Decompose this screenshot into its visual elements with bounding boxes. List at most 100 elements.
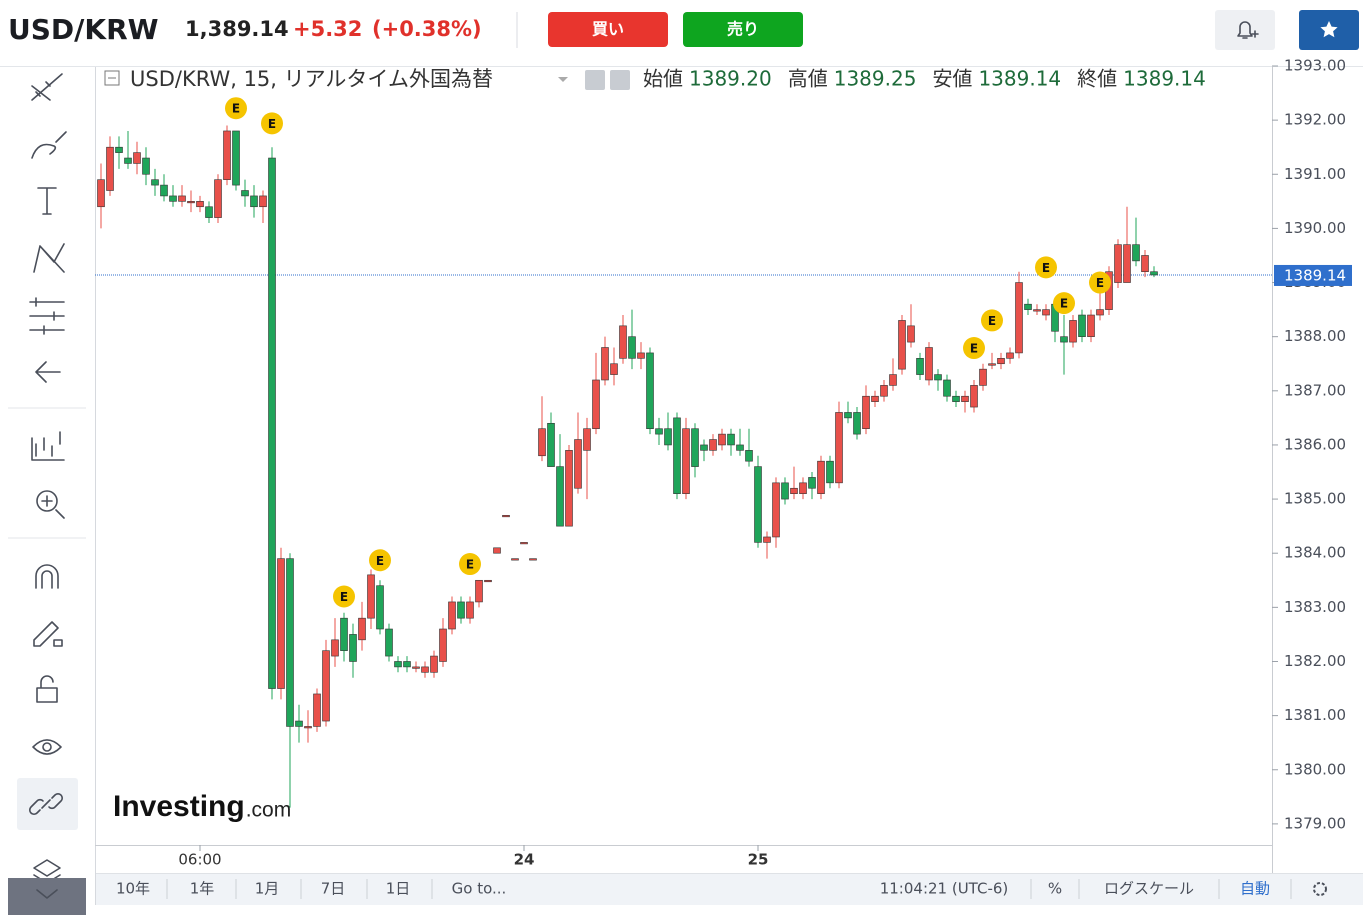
candle-body: [610, 363, 618, 375]
range-button[interactable]: 7日: [321, 880, 346, 898]
tool-back[interactable]: [35, 361, 61, 383]
candle-body: [520, 542, 528, 545]
candle-body: [286, 558, 294, 727]
candle-body: [214, 179, 222, 218]
y-tick-label: 1385.00: [1284, 490, 1346, 508]
candle-body: [133, 152, 141, 164]
candle-body: [601, 347, 609, 381]
header-bg: [0, 0, 1363, 66]
alert-button[interactable]: [1215, 10, 1275, 50]
settings-gear[interactable]: [1313, 882, 1327, 896]
candle-body: [457, 601, 465, 619]
settings-toggle[interactable]: [610, 70, 630, 90]
candle-body: [322, 650, 330, 722]
ohlc-value: 1389.14: [978, 67, 1061, 91]
tool-trend[interactable]: [31, 73, 63, 101]
tool-text[interactable]: [37, 187, 57, 215]
tool-link[interactable]: [28, 792, 64, 816]
candle-body: [358, 617, 366, 641]
candle-body: [1006, 352, 1014, 359]
candle-body: [763, 536, 771, 543]
candle-body: [952, 395, 960, 402]
candle-body: [394, 661, 402, 668]
candle-body: [466, 601, 474, 619]
event-marker: [1035, 256, 1057, 279]
tool-visibility[interactable]: [32, 739, 62, 755]
candle-body: [979, 368, 987, 386]
candle-body: [349, 634, 357, 662]
candle-body: [1132, 244, 1140, 262]
event-label: E: [268, 117, 276, 131]
last-price-label: 1389.14: [1284, 266, 1346, 284]
tool-zoom[interactable]: [36, 490, 65, 519]
legend-caret[interactable]: [558, 77, 568, 82]
tool-magnet[interactable]: [35, 564, 59, 589]
candle-body: [223, 130, 231, 180]
candle-body: [1069, 320, 1077, 343]
event-marker: [1053, 292, 1075, 315]
tool-lock-draw[interactable]: [33, 621, 63, 647]
candle-body: [1078, 314, 1086, 337]
candle-body: [331, 639, 339, 657]
ohlc-label: 高値: [788, 67, 828, 91]
event-marker: [1089, 271, 1111, 294]
candle-body: [655, 428, 663, 435]
event-label: E: [1096, 276, 1104, 290]
candle-body: [790, 487, 798, 494]
range-button[interactable]: 1月: [255, 880, 280, 898]
candle-body: [115, 146, 123, 153]
log-toggle[interactable]: ログスケール: [1104, 880, 1194, 898]
sell-button[interactable]: [683, 12, 803, 47]
bottom-bar: [96, 873, 1363, 905]
candle-body: [151, 179, 159, 186]
tool-pattern[interactable]: [33, 243, 65, 273]
range-button[interactable]: 1年: [190, 880, 215, 898]
candle-body: [250, 195, 258, 208]
collapse-box[interactable]: [104, 70, 120, 86]
eye-toggle[interactable]: [585, 70, 605, 90]
candle-body: [268, 157, 276, 689]
candle-body: [646, 352, 654, 430]
candle-body: [880, 385, 888, 397]
y-tick-label: 1381.00: [1284, 706, 1346, 724]
candle-body: [673, 417, 681, 494]
change-pct: (+0.38%): [372, 17, 482, 41]
event-label: E: [376, 554, 384, 568]
tool-brush[interactable]: [31, 131, 67, 159]
y-tick-label: 1379.00: [1284, 814, 1346, 832]
legend-title: USD/KRW, 15, リアルタイム外国為替: [130, 67, 493, 91]
range-button[interactable]: 10年: [116, 880, 150, 898]
buy-button[interactable]: [548, 12, 668, 47]
candle-body: [565, 450, 573, 527]
toolbar-toggle[interactable]: [8, 878, 86, 915]
candle-body: [1033, 309, 1041, 312]
candle-body: [826, 460, 834, 484]
range-button[interactable]: 1日: [386, 880, 411, 898]
candle-body: [925, 347, 933, 381]
candle-body: [727, 433, 735, 446]
event-marker: [981, 309, 1003, 332]
candle-body: [664, 428, 672, 446]
event-label: E: [232, 102, 240, 116]
candle-body: [106, 146, 114, 191]
candle-body: [421, 666, 429, 673]
candle-body: [430, 655, 438, 673]
tool-fib[interactable]: [29, 297, 65, 335]
tool-link-bg[interactable]: [17, 778, 78, 830]
x-tick-label: 06:00: [178, 851, 221, 869]
event-marker: [369, 549, 391, 572]
candle-body: [529, 558, 537, 561]
tool-unlock[interactable]: [36, 675, 58, 703]
auto-toggle[interactable]: 自動: [1240, 880, 1270, 898]
sell-label[interactable]: 売り: [727, 20, 759, 39]
y-tick-label: 1388.00: [1284, 327, 1346, 345]
candle-body: [1141, 255, 1149, 273]
buy-label[interactable]: 買い: [592, 20, 624, 39]
ohlc-value: 1389.20: [689, 67, 772, 91]
tool-indicators[interactable]: [31, 431, 65, 461]
candle-body: [844, 412, 852, 419]
goto[interactable]: Go to...: [452, 880, 507, 898]
percent-toggle[interactable]: %: [1048, 880, 1062, 898]
candle-body: [232, 130, 240, 186]
